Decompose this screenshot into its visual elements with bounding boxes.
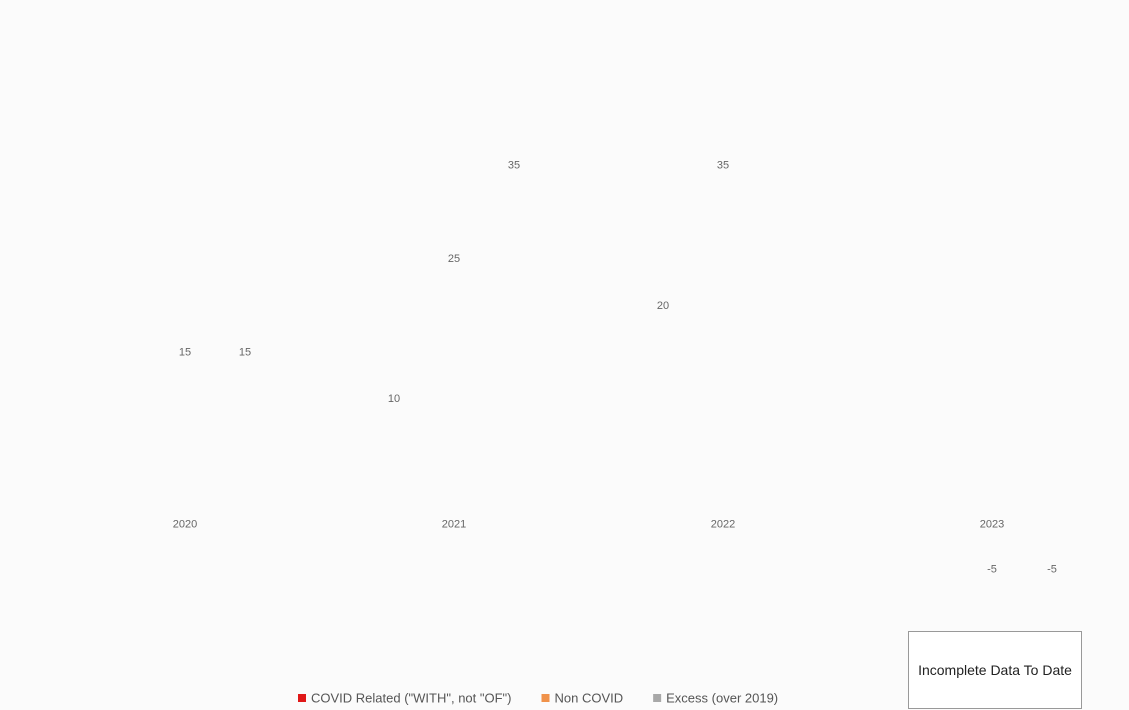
- data-label: 10: [388, 393, 400, 405]
- annotation: Incomplete Data To Date: [908, 631, 1082, 709]
- data-label: 20: [657, 300, 669, 312]
- legend-swatch: [298, 694, 306, 702]
- legend-label: Excess (over 2019): [666, 690, 778, 705]
- legend-label: Non COVID: [555, 690, 624, 705]
- data-label: 35: [717, 160, 729, 172]
- x-tick-label: 2023: [980, 519, 1004, 531]
- data-label: -5: [1047, 563, 1057, 575]
- data-label: 15: [239, 346, 251, 358]
- data-label: -5: [987, 563, 997, 575]
- x-tick-label: 2022: [711, 519, 735, 531]
- x-tick-label: 2021: [442, 519, 466, 531]
- data-label: 25: [448, 253, 460, 265]
- x-tick-label: 2020: [173, 519, 197, 531]
- data-label: 15: [179, 346, 191, 358]
- legend-swatch: [653, 694, 662, 702]
- legend-label: COVID Related ("WITH", not "OF"): [311, 690, 512, 705]
- legend-swatch: [541, 694, 550, 702]
- data-label: 35: [508, 160, 520, 172]
